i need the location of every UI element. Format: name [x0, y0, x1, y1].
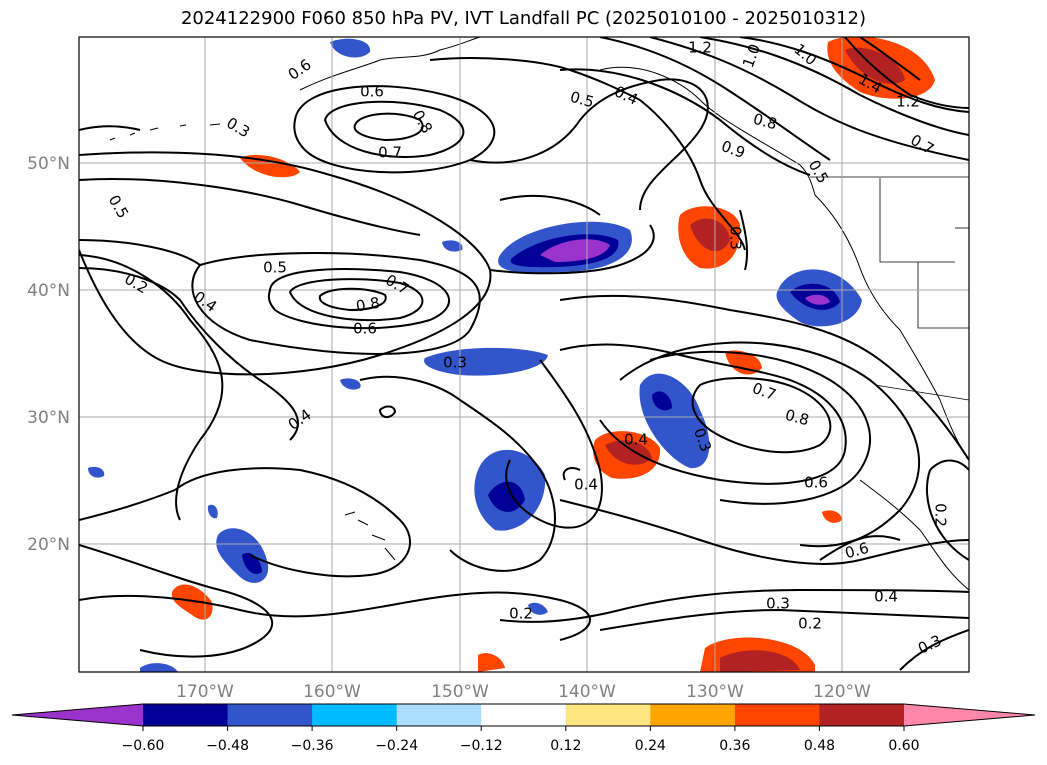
colorbar-extend-low — [12, 704, 143, 726]
colorbar-tick-label: 0.48 — [804, 738, 835, 754]
contour-label: 1.2 — [896, 93, 920, 111]
contour-label: 0.5 — [263, 259, 287, 277]
borders — [810, 176, 969, 401]
contour-label: 0.3 — [443, 354, 467, 372]
colorbar-segment — [143, 704, 229, 726]
contour-label: 0.6 — [360, 83, 384, 101]
colorbar-segment — [481, 704, 567, 726]
contour-label: 0.6 — [353, 320, 377, 338]
colorbar-extend-high — [904, 704, 1035, 726]
contour-label: 0.5 — [568, 88, 596, 112]
colorbar-segment — [650, 704, 736, 726]
contour-label: 1.2 — [688, 39, 712, 57]
lon-tick-label: 140°W — [558, 682, 616, 702]
contour-label: 0.3 — [766, 595, 790, 613]
contour-label: 0.6 — [843, 539, 871, 563]
colorbar-tick-label: −0.36 — [291, 738, 334, 754]
colorbar-tick-label: −0.48 — [206, 738, 249, 754]
lat-tick-label: 20°N — [27, 535, 70, 555]
colorbar-tick-label: −0.24 — [375, 738, 418, 754]
colorbar-tick-label: 0.60 — [888, 738, 919, 754]
plot-area: 0.60.60.80.70.50.50.30.40.20.40.70.80.60… — [78, 36, 970, 673]
lat-tick-label: 40°N — [27, 281, 70, 301]
contour-label: 0.8 — [355, 294, 382, 316]
colorbar-segment — [227, 704, 313, 726]
contour-label: 0.4 — [574, 476, 598, 494]
contour-label: 0.4 — [874, 588, 898, 606]
contour-label: 0.4 — [624, 431, 648, 449]
contour-label: 0.8 — [751, 110, 779, 134]
lon-tick-label: 130°W — [686, 682, 744, 702]
colorbar: −0.60 −0.48 −0.36 −0.24 −0.12 0.12 0.24 0.36 0.4… — [11, 703, 1036, 754]
plot-border — [78, 36, 970, 673]
contour-label: 0.2 — [509, 605, 533, 623]
lat-tick-label: 30°N — [27, 408, 70, 428]
pv-contours — [79, 37, 969, 671]
map-title: 2024122900 F060 850 hPa PV, IVT Landfall… — [180, 8, 867, 29]
colorbar-tick-label: 0.12 — [550, 738, 581, 754]
colorbar-segment — [819, 704, 905, 726]
colorbar-tick-label: −0.12 — [460, 738, 503, 754]
lon-tick-label: 160°W — [303, 682, 361, 702]
colorbar-tick-label: −0.60 — [122, 738, 165, 754]
coastlines — [109, 37, 969, 591]
lat-tick-labels: 50°N 40°N 30°N 20°N — [27, 154, 70, 555]
contour-label: 0.2 — [798, 615, 822, 633]
contour-label: 0.2 — [932, 503, 950, 527]
lon-tick-label: 170°W — [176, 682, 234, 702]
contour-label: 0.3 — [727, 226, 745, 250]
anomaly-fills — [88, 37, 935, 672]
colorbar-tick-label: 0.24 — [635, 738, 666, 754]
lon-tick-label: 120°W — [813, 682, 871, 702]
lat-tick-label: 50°N — [27, 154, 70, 174]
colorbar-segment — [312, 704, 398, 726]
contour-label: 0.6 — [804, 474, 828, 492]
lon-tick-labels: 170°W 160°W 150°W 140°W 130°W 120°W — [176, 682, 871, 702]
gridlines — [79, 37, 969, 672]
colorbar-segment — [565, 704, 651, 726]
contour-label: 0.7 — [378, 144, 402, 162]
colorbar-tick-label: 0.36 — [719, 738, 750, 754]
colorbar-segment — [734, 704, 820, 726]
colorbar-segment — [396, 704, 482, 726]
contour-label: 0.8 — [783, 406, 811, 430]
lon-tick-label: 150°W — [431, 682, 489, 702]
